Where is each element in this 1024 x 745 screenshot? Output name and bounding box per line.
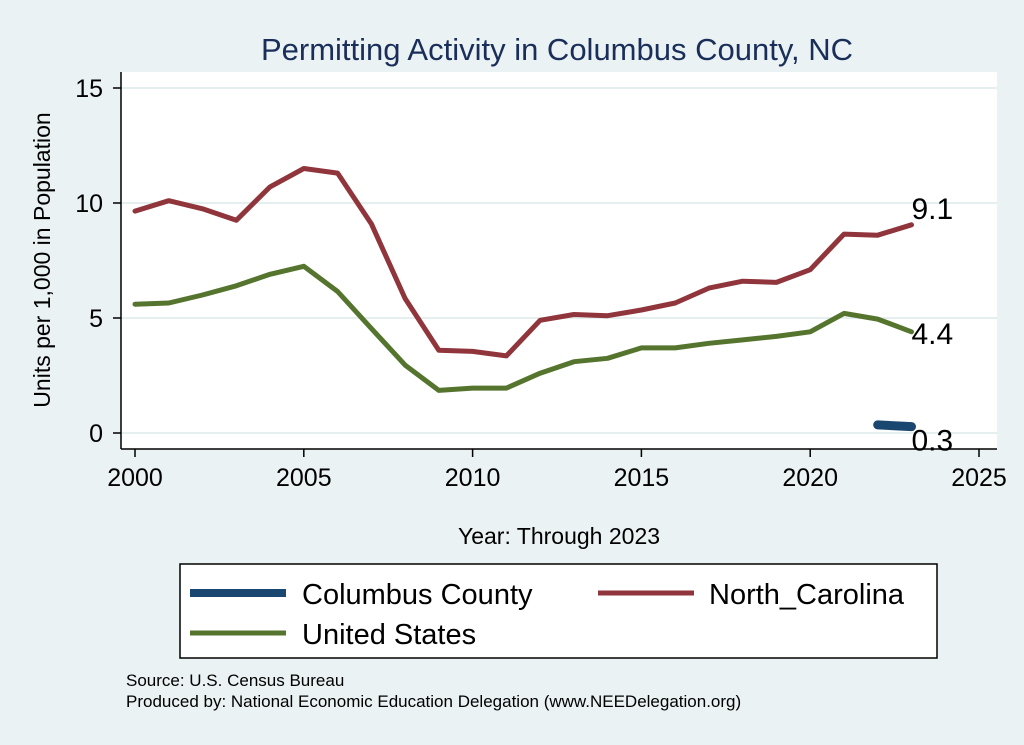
series-lines: 0.3 9.1 4.4	[132, 166, 953, 458]
data-point-united-states	[640, 347, 642, 349]
data-point-united-states	[370, 327, 372, 329]
data-point-united-states	[606, 357, 608, 359]
data-point-north-carolina	[640, 309, 642, 311]
data-point-north-carolina	[471, 350, 473, 352]
end-label-columbus-county: 0.3	[911, 425, 953, 458]
series-line-columbus-county	[873, 420, 916, 432]
x-tick-label: 2000	[107, 464, 163, 492]
data-point-north-carolina	[235, 219, 237, 221]
data-point-north-carolina	[606, 315, 608, 317]
data-point-north-carolina	[539, 319, 541, 321]
data-point-united-states	[168, 302, 170, 304]
data-point-united-states	[910, 330, 913, 333]
y-axis-ticks: 0 5 10 15	[75, 75, 121, 448]
source-note: Source: U.S. Census Bureau	[126, 671, 344, 690]
data-point-north-carolina	[505, 355, 507, 357]
data-point-united-states	[438, 389, 440, 391]
data-point-north-carolina	[674, 302, 676, 304]
data-point-united-states	[573, 361, 575, 363]
data-point-united-states	[201, 294, 203, 296]
data-point-united-states	[674, 347, 676, 349]
data-point-north-carolina	[843, 233, 845, 235]
series-line-north-carolina	[132, 166, 914, 359]
x-tick-label: 2010	[445, 464, 501, 492]
data-point-north-carolina	[708, 287, 710, 289]
x-tick-label: 2015	[614, 464, 670, 492]
end-label-united-states: 4.4	[911, 318, 953, 351]
data-point-north-carolina	[269, 186, 271, 188]
y-tick-label: 0	[89, 420, 103, 448]
data-point-north-carolina	[573, 313, 575, 315]
data-point-north-carolina	[168, 200, 170, 202]
y-tick-label: 10	[75, 190, 103, 218]
x-tick-label: 2025	[951, 464, 1007, 492]
data-point-united-states	[336, 290, 338, 292]
data-point-north-carolina	[134, 210, 136, 212]
data-point-united-states	[809, 331, 811, 333]
data-point-united-states	[539, 372, 541, 374]
data-point-united-states	[505, 387, 507, 389]
y-axis-label: Units per 1,000 in Population	[29, 112, 55, 407]
y-tick-label: 5	[89, 305, 103, 333]
data-point-united-states	[471, 387, 473, 389]
series-line-united-states	[132, 263, 914, 393]
x-tick-label: 2005	[276, 464, 332, 492]
legend-label-united-states: United States	[302, 619, 476, 651]
data-point-north-carolina	[877, 234, 879, 236]
data-point-united-states	[269, 273, 271, 275]
legend-label-north-carolina: North_Carolina	[709, 579, 905, 611]
data-point-united-states	[303, 265, 305, 267]
data-point-united-states	[708, 342, 710, 344]
data-point-north-carolina	[741, 280, 743, 282]
data-point-columbus-county	[910, 425, 913, 428]
data-point-north-carolina	[303, 167, 305, 169]
data-point-north-carolina	[370, 223, 372, 225]
data-point-united-states	[877, 318, 879, 320]
data-point-north-carolina	[775, 281, 777, 283]
chart-title: Permitting Activity in Columbus County, …	[261, 32, 853, 67]
y-tick-label: 15	[75, 75, 103, 103]
data-point-columbus-county	[877, 424, 879, 426]
data-point-north-carolina	[201, 208, 203, 210]
data-point-north-carolina	[336, 172, 338, 174]
data-point-united-states	[134, 303, 136, 305]
plot-area	[121, 72, 997, 449]
x-tick-label: 2020	[782, 464, 838, 492]
legend-label-columbus-county: Columbus County	[302, 579, 533, 611]
data-point-north-carolina	[404, 297, 406, 299]
data-point-united-states	[235, 285, 237, 287]
legend-box	[179, 563, 938, 659]
data-point-north-carolina	[910, 223, 913, 227]
x-axis-ticks: 2000 2005 2010 2015 2020 2025	[107, 449, 1007, 492]
data-point-united-states	[741, 339, 743, 341]
data-point-united-states	[775, 335, 777, 337]
data-point-north-carolina	[438, 349, 440, 351]
data-point-united-states	[404, 364, 406, 366]
legend: Columbus County North_Carolina United St…	[179, 563, 938, 659]
gridlines	[121, 87, 997, 434]
data-point-north-carolina	[809, 269, 811, 271]
x-axis-label: Year: Through 2023	[458, 523, 660, 549]
data-point-united-states	[843, 312, 845, 314]
produced-by-note: Produced by: National Economic Education…	[126, 692, 741, 711]
end-label-north-carolina: 9.1	[911, 193, 953, 226]
